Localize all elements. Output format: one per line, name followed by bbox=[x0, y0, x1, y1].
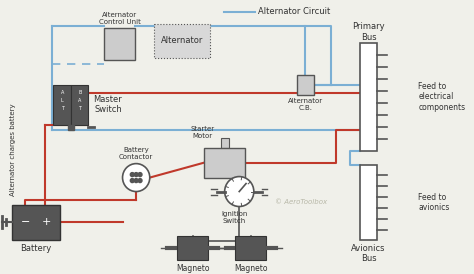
Text: Feed to
avionics: Feed to avionics bbox=[418, 193, 449, 212]
Text: Ignition
Switch: Ignition Switch bbox=[221, 211, 247, 224]
Text: B: B bbox=[78, 90, 82, 95]
Text: Alternator: Alternator bbox=[161, 36, 203, 45]
Circle shape bbox=[225, 176, 254, 207]
Text: Master
Switch: Master Switch bbox=[93, 95, 122, 115]
Bar bbox=[71, 85, 89, 125]
Circle shape bbox=[138, 173, 142, 176]
Text: Starter
Motor: Starter Motor bbox=[190, 126, 214, 139]
Bar bbox=[54, 85, 71, 125]
Text: Alternator Circuit: Alternator Circuit bbox=[258, 7, 330, 16]
Circle shape bbox=[130, 173, 134, 176]
Bar bbox=[177, 236, 208, 260]
Circle shape bbox=[134, 173, 138, 176]
Bar bbox=[236, 236, 266, 260]
Text: Feed to
electrical
components: Feed to electrical components bbox=[418, 82, 465, 112]
Circle shape bbox=[123, 164, 150, 192]
Bar bbox=[68, 125, 74, 130]
Bar bbox=[221, 138, 228, 148]
Text: A: A bbox=[78, 98, 82, 103]
Bar bbox=[12, 204, 60, 240]
Text: Magneto: Magneto bbox=[234, 264, 268, 273]
Text: T: T bbox=[78, 106, 81, 111]
Text: −: − bbox=[20, 218, 30, 227]
Text: L: L bbox=[61, 98, 64, 103]
Bar bbox=[104, 28, 135, 60]
Bar bbox=[360, 43, 377, 151]
Bar bbox=[204, 148, 245, 178]
Circle shape bbox=[134, 179, 138, 182]
Text: Battery: Battery bbox=[20, 244, 52, 253]
Text: © AeroToolbox: © AeroToolbox bbox=[275, 199, 328, 204]
Text: +: + bbox=[42, 218, 51, 227]
Text: T: T bbox=[61, 106, 64, 111]
Circle shape bbox=[138, 179, 142, 182]
Text: A: A bbox=[61, 90, 64, 95]
Text: Alternator charges battery: Alternator charges battery bbox=[9, 103, 16, 196]
Text: Battery
Contactor: Battery Contactor bbox=[119, 147, 153, 160]
Text: Magneto: Magneto bbox=[176, 264, 210, 273]
Bar bbox=[297, 75, 314, 95]
Bar bbox=[360, 165, 377, 240]
Text: Primary
Bus: Primary Bus bbox=[352, 22, 385, 42]
Text: Alternator
Control Unit: Alternator Control Unit bbox=[99, 12, 141, 25]
Bar bbox=[154, 24, 210, 58]
Circle shape bbox=[130, 179, 134, 182]
Text: Alternator
C.B.: Alternator C.B. bbox=[288, 98, 323, 111]
Text: Avionics
Bus: Avionics Bus bbox=[351, 244, 386, 263]
